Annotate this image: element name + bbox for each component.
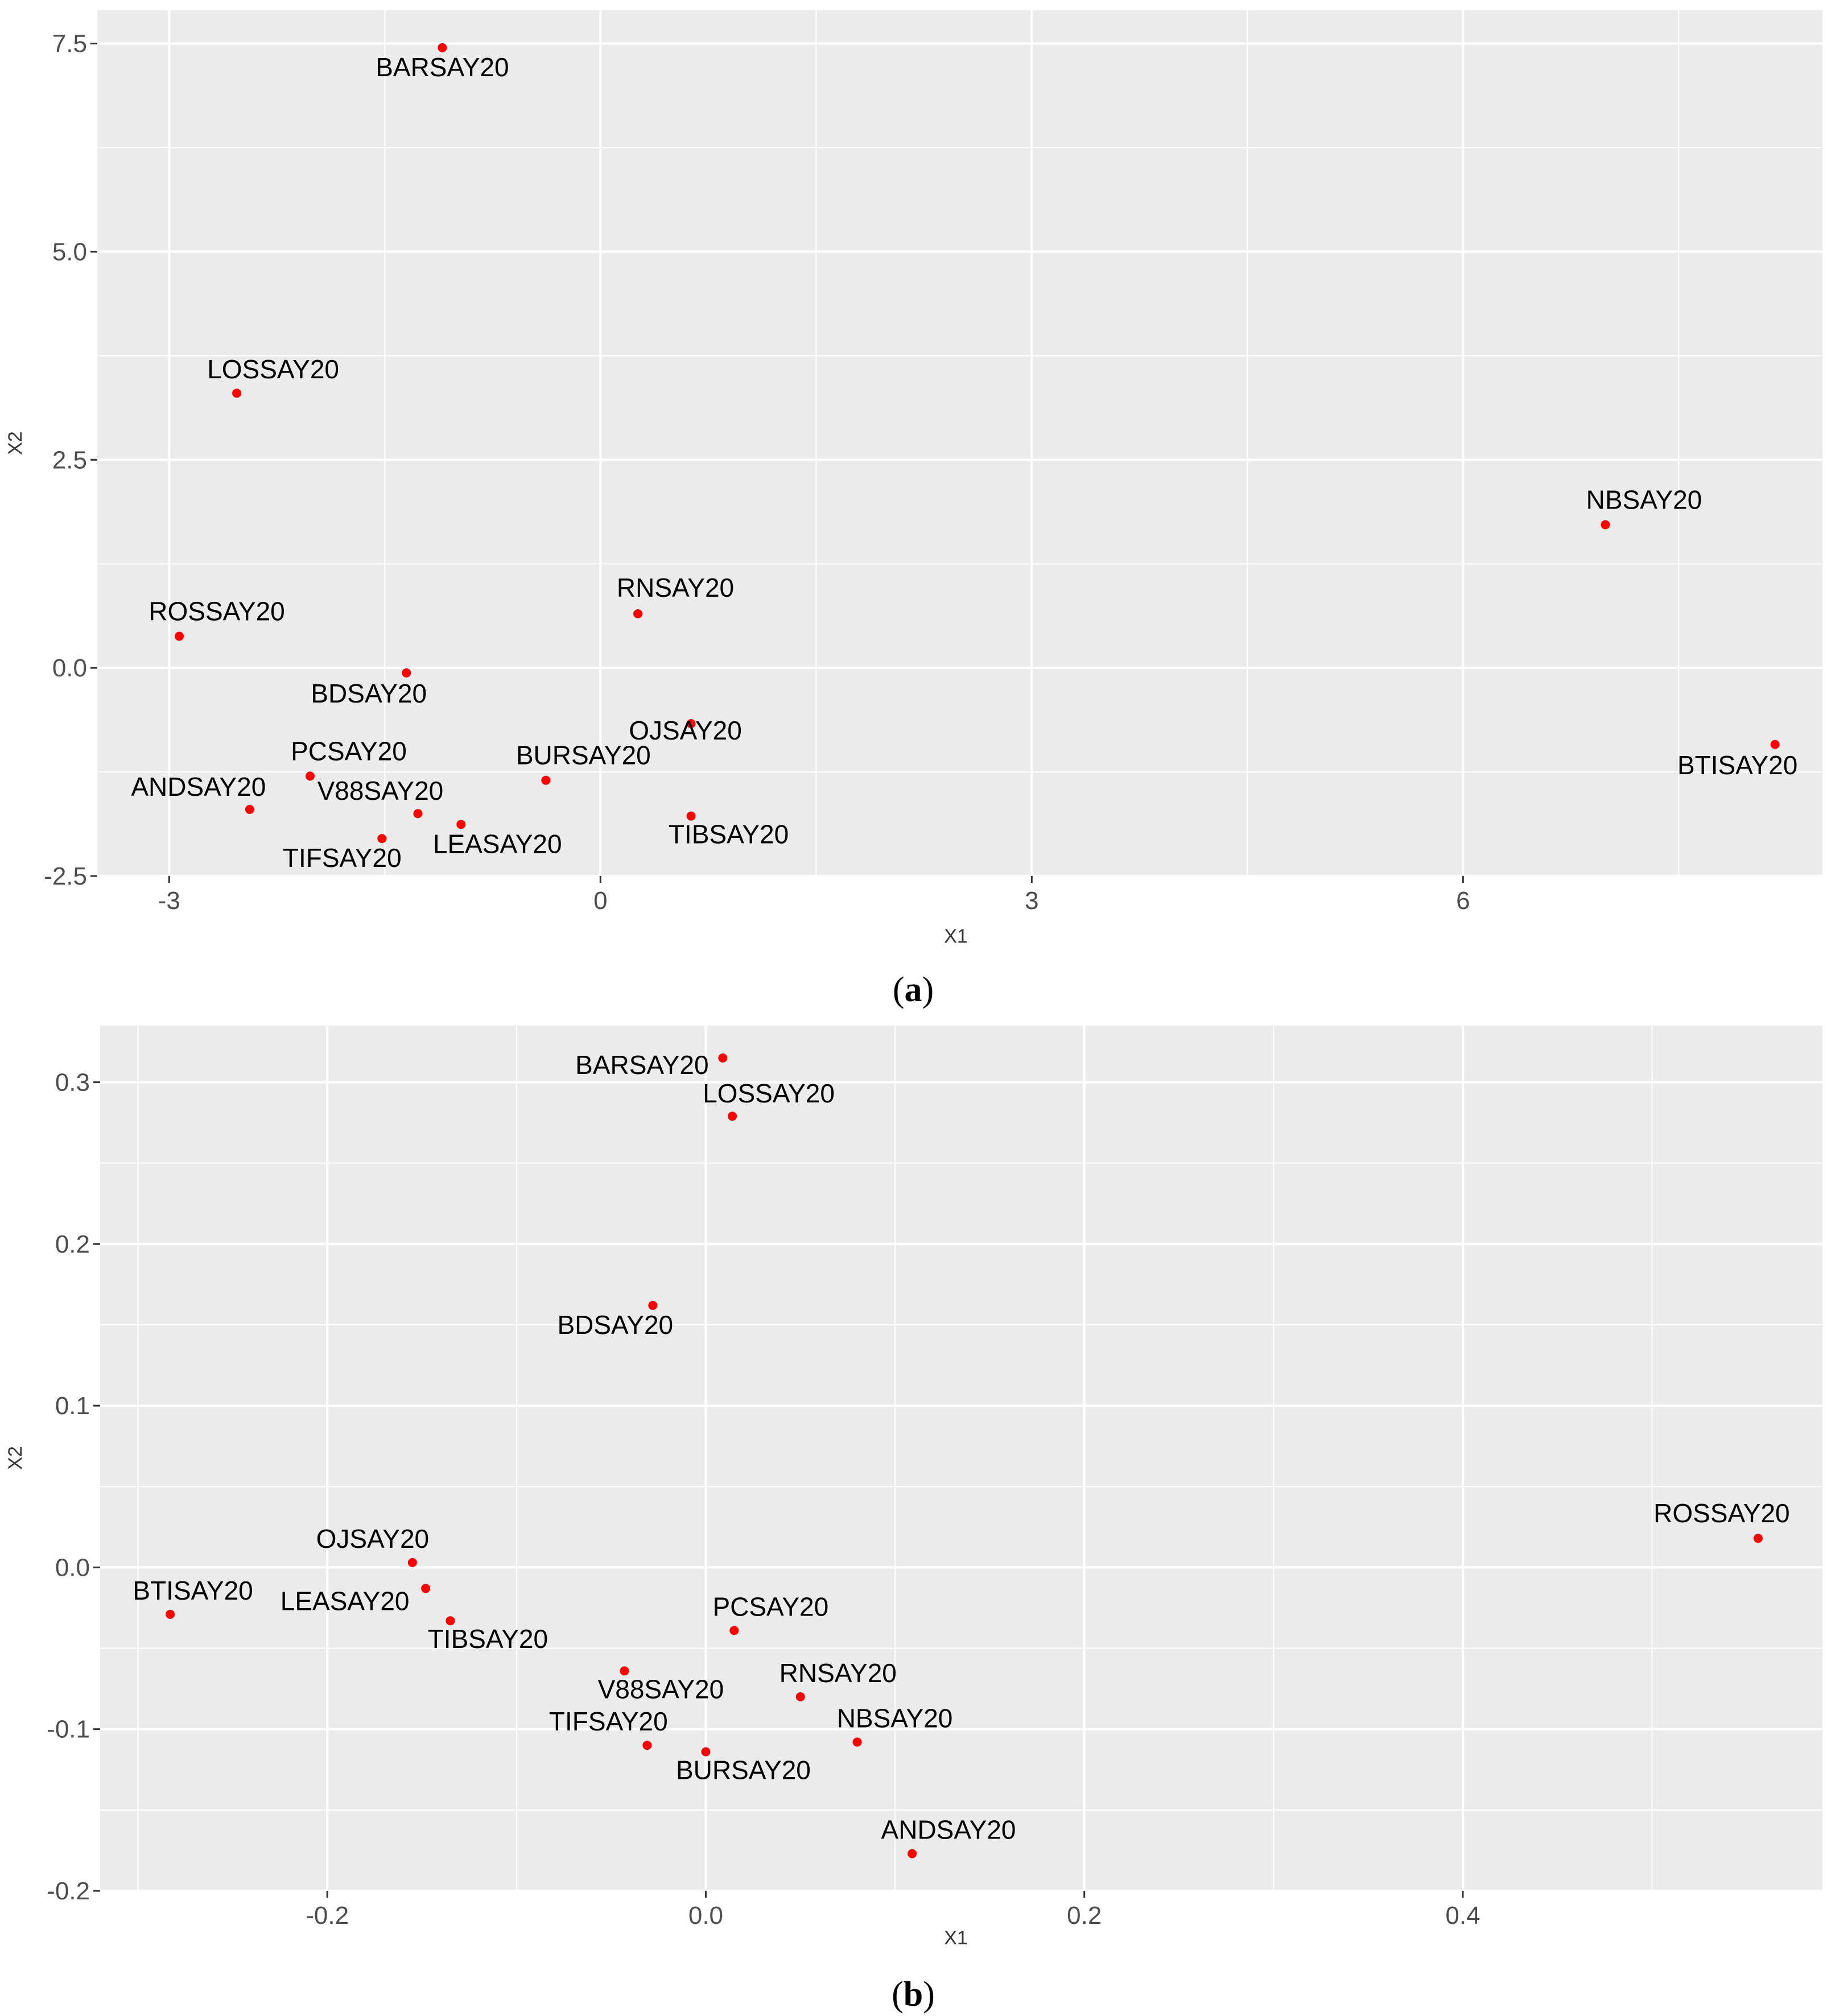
point-label: BURSAY20 xyxy=(676,1755,811,1785)
points-a: BARSAY20 LOSSAY20 NBSAY20 RNSAY20 ROSSAY20 BD… xyxy=(131,43,1797,873)
point-label: ANDSAY20 xyxy=(881,1815,1016,1845)
point-label: BTISAY20 xyxy=(1677,750,1797,780)
data-point xyxy=(620,1666,629,1676)
point-label: LOSSAY20 xyxy=(207,354,339,384)
x-tick-label: 0.2 xyxy=(1067,1902,1102,1930)
x-axis-title-b: X1 xyxy=(944,1927,968,1949)
x-tick-label: 3 xyxy=(1025,887,1038,915)
point-label: RNSAY20 xyxy=(617,573,734,602)
data-point xyxy=(686,719,696,729)
x-axis-ticks-a: -3 0 3 6 xyxy=(158,876,1470,915)
x-tick-label: 0.4 xyxy=(1445,1902,1480,1930)
data-point xyxy=(1753,1534,1763,1543)
data-point xyxy=(541,775,551,785)
x-tick-label: -0.2 xyxy=(306,1902,349,1930)
point-label: PCSAY20 xyxy=(291,736,407,766)
gridlines-b xyxy=(100,1026,1822,1892)
point-label: NBSAY20 xyxy=(837,1703,953,1733)
y-tick-label: 0.0 xyxy=(55,1554,90,1581)
data-point xyxy=(648,1300,658,1310)
point-label: TIBSAY20 xyxy=(669,820,789,849)
point-label: V88SAY20 xyxy=(317,776,444,805)
data-point xyxy=(377,834,387,844)
data-point xyxy=(446,1616,455,1626)
y-tick-label: 0.3 xyxy=(55,1069,90,1097)
data-point xyxy=(1770,740,1780,749)
data-point xyxy=(175,631,184,641)
point-label: BTISAY20 xyxy=(133,1576,253,1605)
data-point xyxy=(402,668,411,677)
point-label: ANDSAY20 xyxy=(131,772,266,802)
data-point xyxy=(1601,520,1610,530)
point-label: V88SAY20 xyxy=(598,1674,724,1704)
panel-a: -3 0 3 6 -2.5 0.0 2.5 5.0 7.5 BARSAY20 LOSSAY20 N… xyxy=(5,10,1822,1009)
point-label: LOSSAY20 xyxy=(703,1079,835,1108)
data-point xyxy=(701,1747,711,1757)
point-label: BURSAY20 xyxy=(516,741,651,770)
y-axis-title-b: X2 xyxy=(5,1446,26,1470)
y-axis-ticks-a: -2.5 0.0 2.5 5.0 7.5 xyxy=(44,30,97,890)
point-label: PCSAY20 xyxy=(712,1592,828,1621)
gridlines-a xyxy=(97,10,1822,877)
x-tick-label: -3 xyxy=(158,887,180,915)
point-label: BARSAY20 xyxy=(575,1050,708,1080)
point-label: LEASAY20 xyxy=(281,1586,410,1616)
data-point xyxy=(245,804,254,814)
x-axis-ticks-b: -0.2 0.0 0.2 0.4 xyxy=(306,1891,1480,1930)
x-tick-label: 0 xyxy=(593,887,607,915)
point-label: ROSSAY20 xyxy=(149,597,284,626)
x-axis-title-a: X1 xyxy=(944,926,968,947)
data-point xyxy=(232,389,242,398)
plot-area-b xyxy=(100,1026,1822,1891)
y-tick-label: -0.2 xyxy=(47,1877,90,1905)
panel-letter-a: a xyxy=(905,970,922,1009)
data-point xyxy=(729,1626,739,1635)
point-label: RNSAY20 xyxy=(780,1658,897,1688)
data-point xyxy=(908,1849,917,1858)
y-tick-label: -0.1 xyxy=(47,1716,90,1744)
y-tick-label: 2.5 xyxy=(52,446,87,474)
point-label: NBSAY20 xyxy=(1586,485,1702,514)
data-point xyxy=(421,1584,431,1593)
y-tick-label: 0.2 xyxy=(55,1230,90,1258)
data-point xyxy=(413,809,423,819)
data-point xyxy=(438,43,447,52)
x-tick-label: 6 xyxy=(1456,887,1470,915)
point-label: OJSAY20 xyxy=(316,1524,430,1554)
data-point xyxy=(633,609,643,619)
panel-b: -0.2 0.0 0.2 0.4 -0.2 -0.1 0.0 0.1 0.2 0.3 BARSA… xyxy=(5,1026,1822,2014)
data-point xyxy=(852,1737,862,1747)
point-label: TIFSAY20 xyxy=(283,843,402,873)
panel-caption-a: (a) xyxy=(893,970,934,1009)
panel-letter-b: b xyxy=(904,1975,923,2014)
data-point xyxy=(305,771,315,781)
y-tick-label: 7.5 xyxy=(52,30,87,58)
y-tick-label: 0.1 xyxy=(55,1392,90,1420)
y-axis-ticks-b: -0.2 -0.1 0.0 0.1 0.2 0.3 xyxy=(47,1069,100,1905)
point-label: ROSSAY20 xyxy=(1653,1498,1789,1528)
point-label: LEASAY20 xyxy=(433,829,562,858)
data-point xyxy=(795,1692,805,1701)
data-point xyxy=(642,1741,652,1750)
data-point xyxy=(456,820,466,829)
data-point xyxy=(686,811,696,821)
data-point xyxy=(728,1112,737,1121)
data-point xyxy=(407,1558,417,1567)
point-label: BDSAY20 xyxy=(311,679,427,708)
data-point xyxy=(718,1053,728,1063)
x-tick-label: 0.0 xyxy=(688,1902,723,1930)
panel-caption-b: (b) xyxy=(892,1975,935,2014)
y-tick-label: -2.5 xyxy=(44,862,87,890)
data-point xyxy=(166,1609,175,1619)
point-label: TIBSAY20 xyxy=(428,1624,548,1654)
point-label: BARSAY20 xyxy=(376,52,509,82)
point-label: OJSAY20 xyxy=(629,716,742,745)
y-axis-title-a: X2 xyxy=(5,431,26,455)
point-label: BDSAY20 xyxy=(557,1310,673,1340)
y-tick-label: 0.0 xyxy=(52,654,87,682)
point-label: TIFSAY20 xyxy=(549,1707,668,1736)
y-tick-label: 5.0 xyxy=(52,238,87,266)
